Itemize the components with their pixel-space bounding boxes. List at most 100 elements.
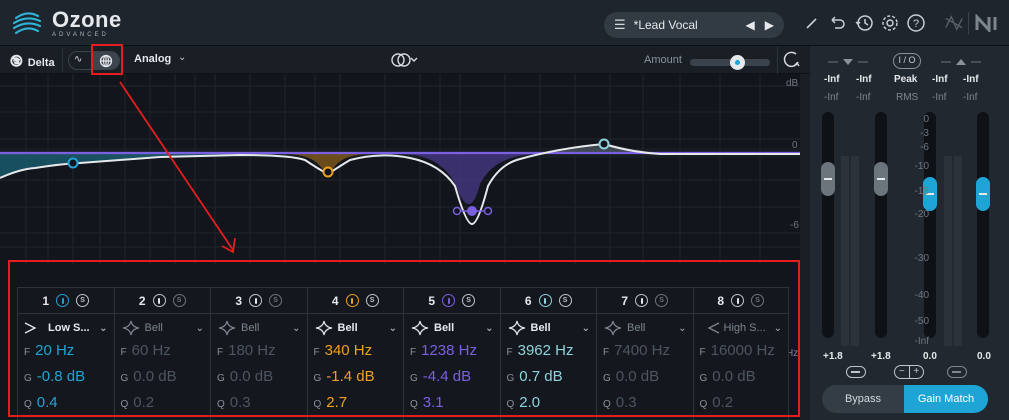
- output-fader-track-l[interactable]: [924, 112, 936, 338]
- history-icon[interactable]: [854, 12, 874, 34]
- chevron-down-icon[interactable]: ⌄: [99, 322, 108, 334]
- filter-type-select[interactable]: Bell ⌄: [597, 314, 693, 342]
- gain-value[interactable]: 0.0 dB: [133, 368, 177, 385]
- solo-icon[interactable]: S: [365, 294, 379, 307]
- solo-icon[interactable]: S: [751, 294, 765, 307]
- filter-type-select[interactable]: Bell ⌄: [501, 314, 597, 342]
- amount-slider-knob[interactable]: [730, 55, 745, 70]
- signal-routing-icon[interactable]: [944, 12, 964, 34]
- delta-button[interactable]: 🕲 Delta: [10, 52, 55, 73]
- chevron-down-icon[interactable]: ⌄: [195, 322, 204, 334]
- decrement-icon[interactable]: −: [895, 366, 910, 378]
- band1-node[interactable]: [67, 157, 79, 169]
- undo-icon[interactable]: [828, 12, 848, 34]
- io-toggle-button[interactable]: I / O: [893, 53, 921, 69]
- freq-value[interactable]: 7400 Hz: [614, 342, 670, 359]
- q-value[interactable]: 2.7: [326, 394, 348, 411]
- output-fader-l[interactable]: [923, 177, 937, 211]
- filter-type-select[interactable]: Bell ⌄: [115, 314, 211, 342]
- prev-preset-icon[interactable]: ◀: [745, 18, 755, 32]
- preset-name[interactable]: *Lead Vocal: [633, 18, 698, 32]
- freq-value[interactable]: 1238 Hz: [421, 342, 477, 359]
- chevron-down-icon[interactable]: ⌄: [292, 322, 301, 334]
- output-link-icon[interactable]: [947, 366, 967, 378]
- preset-selector[interactable]: ☰ *Lead Vocal ◀ ▶: [604, 12, 784, 38]
- solo-icon[interactable]: S: [76, 294, 90, 307]
- band5-node[interactable]: [467, 206, 477, 216]
- gain-value[interactable]: 0.7 dB: [519, 368, 563, 385]
- freq-value[interactable]: 60 Hz: [131, 342, 171, 359]
- solo-icon[interactable]: S: [558, 294, 572, 307]
- freq-value[interactable]: 20 Hz: [35, 342, 75, 359]
- output-collapse-icon[interactable]: [941, 58, 981, 66]
- q-value[interactable]: 0.3: [229, 394, 251, 411]
- freq-value[interactable]: 180 Hz: [228, 342, 276, 359]
- freq-value[interactable]: 16000 Hz: [710, 342, 775, 359]
- freq-value[interactable]: 3962 Hz: [517, 342, 574, 359]
- input-gain-l[interactable]: +1.8: [823, 351, 843, 362]
- input-fader-l[interactable]: [821, 162, 835, 196]
- gain-value[interactable]: 0.0 dB: [615, 368, 660, 385]
- help-icon[interactable]: ?: [906, 12, 926, 34]
- stereo-mode-select[interactable]: [390, 52, 420, 68]
- power-icon[interactable]: [249, 294, 263, 307]
- filter-type-select[interactable]: Bell ⌄: [404, 314, 500, 342]
- gain-value[interactable]: 0.0 dB: [229, 368, 274, 385]
- q-value[interactable]: 2.0: [519, 394, 541, 411]
- waveform-icon[interactable]: ∿: [74, 54, 83, 65]
- input-link-icon[interactable]: [846, 366, 866, 378]
- amount-slider[interactable]: [690, 55, 770, 70]
- increment-icon[interactable]: +: [913, 366, 920, 377]
- reset-icon[interactable]: [782, 50, 802, 70]
- input-collapse-icon[interactable]: [828, 58, 868, 66]
- output-fader-track-r[interactable]: [977, 112, 989, 338]
- input-gain-r[interactable]: +1.8: [871, 351, 891, 362]
- q-value[interactable]: 0.2: [133, 394, 155, 411]
- power-icon[interactable]: [538, 294, 552, 307]
- band4-node[interactable]: [322, 166, 334, 178]
- gain-value[interactable]: 0.0 dB: [712, 368, 756, 385]
- power-icon[interactable]: [152, 294, 166, 307]
- solo-icon[interactable]: S: [269, 294, 283, 307]
- mode-select[interactable]: Analog: [134, 53, 172, 65]
- gain-match-button[interactable]: Gain Match: [904, 385, 988, 413]
- gain-value[interactable]: -0.8 dB: [36, 368, 86, 385]
- chevron-down-icon[interactable]: ⌄: [485, 322, 494, 334]
- gain-value[interactable]: -4.4 dB: [422, 368, 472, 385]
- q-value[interactable]: 3.1: [422, 394, 444, 411]
- band6-node[interactable]: [598, 138, 610, 150]
- gain-step-control[interactable]: − +: [894, 365, 924, 379]
- q-value[interactable]: 0.2: [712, 394, 734, 411]
- list-icon[interactable]: ☰: [614, 17, 626, 32]
- gain-value[interactable]: -1.4 dB: [326, 368, 375, 385]
- solo-icon[interactable]: S: [655, 294, 669, 307]
- power-icon[interactable]: [635, 294, 649, 307]
- output-fader-r[interactable]: [976, 177, 990, 211]
- output-gain-l[interactable]: 0.0: [923, 351, 937, 362]
- chevron-down-icon[interactable]: ⌄: [678, 322, 687, 334]
- chevron-down-icon[interactable]: ⌄: [773, 322, 782, 334]
- freq-value[interactable]: 340 Hz: [324, 342, 373, 359]
- filter-type-select[interactable]: High S... ⌄: [694, 314, 789, 342]
- solo-icon[interactable]: S: [172, 294, 186, 307]
- pencil-icon[interactable]: [802, 12, 822, 34]
- filter-type-select[interactable]: Low S... ⌄: [18, 314, 114, 342]
- input-fader-r[interactable]: [874, 162, 888, 196]
- power-icon[interactable]: [442, 294, 456, 307]
- solo-icon[interactable]: S: [462, 294, 476, 307]
- gear-icon[interactable]: [880, 12, 900, 34]
- band5-q-handle-right[interactable]: [483, 206, 493, 216]
- q-value[interactable]: 0.4: [36, 394, 58, 411]
- power-icon[interactable]: [56, 294, 70, 307]
- view-mode-toggle[interactable]: ∿: [68, 51, 120, 70]
- chevron-down-icon[interactable]: ⌄: [581, 322, 590, 334]
- bypass-button[interactable]: Bypass: [822, 385, 904, 413]
- next-preset-icon[interactable]: ▶: [764, 18, 774, 32]
- output-gain-r[interactable]: 0.0: [977, 351, 991, 362]
- power-icon[interactable]: [345, 294, 359, 307]
- power-icon[interactable]: [731, 294, 745, 307]
- stereo-link-icon[interactable]: [390, 52, 420, 68]
- globe-icon[interactable]: [92, 52, 119, 69]
- input-fader-track-r[interactable]: [875, 112, 887, 338]
- filter-type-select[interactable]: Bell ⌄: [308, 314, 404, 342]
